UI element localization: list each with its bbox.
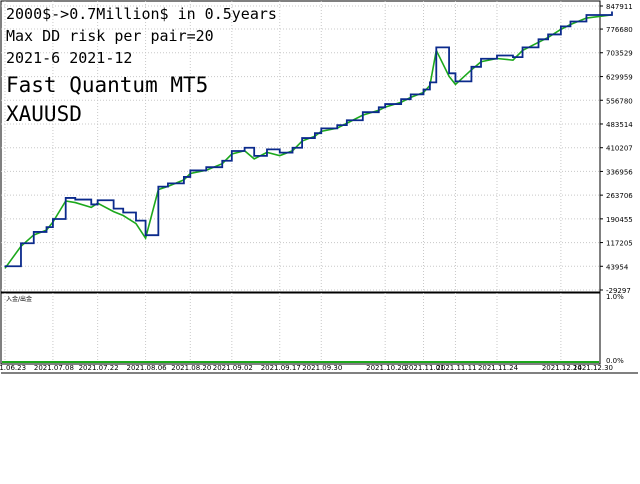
balance-point: [435, 46, 437, 49]
y-tick-label: -29297: [606, 287, 631, 295]
balance-point: [569, 20, 572, 23]
balance-point: [90, 203, 92, 206]
balance-point: [521, 46, 524, 49]
x-tick-label: 2021.07.08: [34, 364, 74, 372]
balance-point: [167, 182, 169, 184]
y-tick-label: 190455: [606, 216, 633, 224]
sub-y-tick-label: 0.0%: [606, 357, 624, 365]
balance-point: [611, 11, 613, 13]
headline-risk: Max DD risk per pair=20: [6, 27, 214, 45]
balance-point: [97, 199, 99, 201]
balance-point: [470, 66, 473, 68]
balance-point: [314, 132, 316, 134]
balance-point: [144, 234, 147, 236]
balance-point: [362, 111, 364, 113]
balance-point: [560, 25, 562, 27]
balance-point: [454, 80, 457, 83]
balance-point: [279, 152, 281, 154]
balance-point: [189, 169, 191, 172]
balance-point: [33, 231, 35, 233]
balance-point: [512, 56, 514, 58]
annotation-text-block: 2000$->0.7Million$ in 0.5years Max DD ri…: [6, 3, 277, 129]
balance-point: [320, 127, 322, 129]
balance-point: [410, 93, 412, 95]
balance-point: [113, 208, 115, 210]
headline-product: Fast Quantum MT5: [6, 73, 209, 97]
x-tick-label: 2021.09.02: [213, 364, 253, 372]
balance-point: [400, 98, 402, 100]
main-plot-frame: [0, 0, 601, 293]
balance-point: [378, 106, 380, 108]
balance-point: [52, 218, 54, 220]
balance-point: [45, 226, 48, 228]
balance-point: [221, 160, 223, 162]
balance-point: [253, 155, 255, 157]
x-tick-label: 2021.10.20: [366, 364, 406, 372]
balance-point: [291, 147, 294, 149]
sub-y-tick-label: 1.0%: [606, 293, 624, 301]
balance-point: [135, 220, 137, 222]
x-tick-label: 2021.12.14: [542, 364, 583, 372]
x-tick-label: 2021.11.01: [404, 364, 444, 372]
y-tick-label: 263706: [606, 192, 633, 200]
balance-point: [422, 88, 425, 91]
y-tick-label: 556780: [606, 97, 633, 105]
balance-point: [4, 265, 6, 267]
balance-point: [384, 103, 386, 105]
subpanel-frame: [0, 292, 601, 365]
headline-period: 2021-6 2021-12: [6, 49, 133, 67]
y-tick-label: 776680: [606, 26, 633, 34]
balance-point: [301, 137, 303, 139]
balance-point: [537, 38, 540, 40]
x-tick-label: 2021.11.11: [436, 364, 476, 372]
subpanel-label: 入金/出金: [6, 296, 33, 303]
x-tick-label: 2021.09.30: [302, 364, 342, 372]
balance-point: [547, 33, 549, 36]
balance-point: [496, 54, 498, 57]
y-tick-label: 483514: [606, 121, 633, 129]
balance-point: [157, 186, 159, 188]
y-tick-label: 847911: [606, 3, 633, 11]
balance-point: [74, 198, 76, 201]
headline-profit: 2000$->0.7Million$ in 0.5years: [6, 5, 277, 23]
y-tick-label: 117205: [606, 240, 633, 248]
balance-point: [585, 14, 588, 16]
balance-point: [20, 242, 22, 244]
balance-point: [183, 176, 185, 178]
balance-point: [244, 147, 246, 149]
y-tick-label: 43954: [606, 263, 629, 271]
y-tick-label: 703529: [606, 50, 633, 58]
x-tick-label: 2021.12.30: [573, 364, 613, 372]
balance-point: [480, 58, 482, 60]
x-tick-label: 2021.09.17: [261, 364, 301, 372]
x-tick-label: 2021.07.22: [79, 364, 119, 372]
x-tick-label: 2021.08.20: [171, 364, 211, 372]
x-tick-label: 2021.11.24: [478, 364, 519, 372]
balance-point: [231, 150, 233, 152]
headline-symbol: XAUUSD: [6, 102, 82, 126]
balance-point: [346, 119, 348, 121]
y-tick-label: 410207: [606, 145, 633, 153]
x-tick-label: 2021.06.23: [0, 364, 26, 372]
y-tick-label: 336956: [606, 168, 633, 176]
x-tick-label: 2021.08.06: [127, 364, 168, 372]
balance-point: [448, 72, 450, 74]
y-tick-label: 629959: [606, 74, 633, 82]
balance-point: [205, 166, 207, 168]
balance-point: [266, 148, 268, 150]
balance-point: [429, 81, 431, 83]
balance-point: [336, 124, 338, 126]
balance-point: [65, 197, 67, 199]
balance-point: [122, 211, 124, 214]
